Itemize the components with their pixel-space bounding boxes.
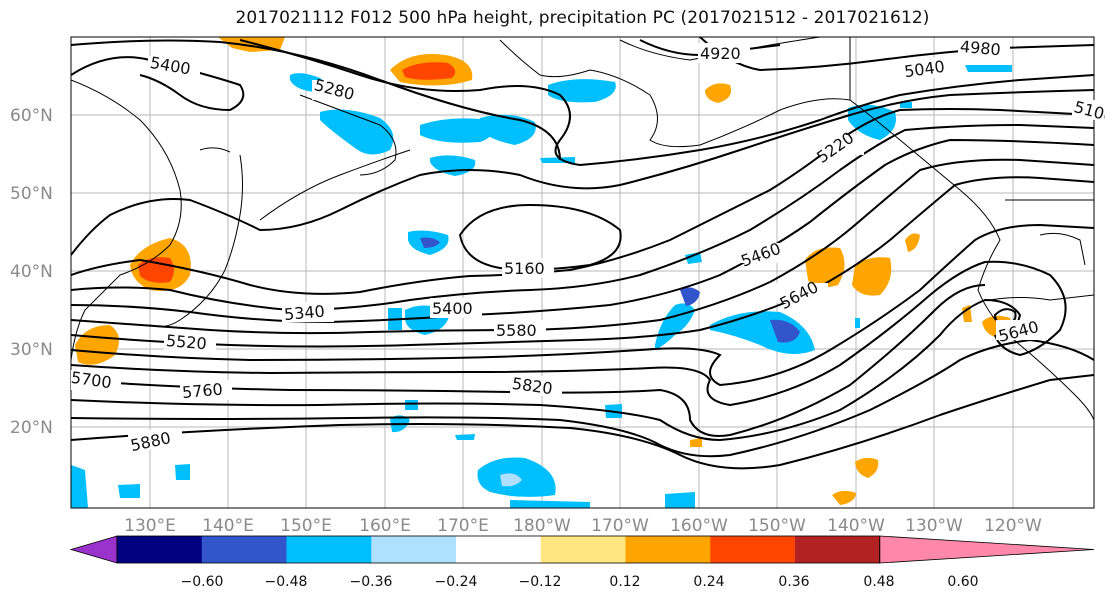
colorbar-tick-label: −0.36	[350, 574, 393, 590]
colorbar-tick-label: −0.24	[435, 574, 478, 590]
contour-label: 5400	[432, 299, 473, 318]
colorbar-segment	[710, 536, 796, 563]
contour-label: 5160	[504, 259, 545, 278]
colorbar	[69, 535, 1095, 564]
colorbar-tick-label: 0.36	[778, 574, 809, 590]
lon-label: 120°W	[984, 516, 1042, 536]
colorbar-segment	[286, 536, 372, 563]
colorbar-tick-label: −0.48	[265, 574, 308, 590]
lon-label: 150°E	[280, 516, 332, 536]
colorbar-segment	[201, 536, 287, 563]
colorbar-segment	[456, 536, 542, 563]
colorbar-segment	[540, 536, 626, 563]
latitude-labels: 60°N 50°N 40°N 30°N 20°N	[10, 106, 53, 438]
colorbar-segment	[795, 536, 881, 563]
lon-label: 140°E	[202, 516, 254, 536]
colorbar-outline	[116, 535, 881, 564]
lon-label: 150°W	[748, 516, 806, 536]
colorbar-segment	[625, 536, 711, 563]
lon-label: 170°E	[437, 516, 489, 536]
colorbar-tick-label: −0.60	[181, 574, 224, 590]
lon-label: 130°E	[124, 516, 176, 536]
lon-label: 140°W	[827, 516, 885, 536]
colorbar-segment	[371, 536, 457, 563]
lat-label: 40°N	[10, 262, 53, 282]
contour-label: 4920	[700, 44, 741, 63]
contour-label: 4980	[959, 37, 1001, 59]
contour-label: 5760	[181, 380, 223, 402]
lon-label: 130°W	[905, 516, 963, 536]
longitude-labels: 130°E 140°E 150°E 160°E 170°E 180°W 170°…	[124, 516, 1042, 536]
lon-label: 160°E	[359, 516, 411, 536]
lat-label: 20°N	[10, 418, 53, 438]
colorbar-tick-label: 0.24	[693, 574, 724, 590]
lon-label: 180°W	[513, 516, 571, 536]
contour-label: 5340	[283, 302, 325, 324]
lat-label: 50°N	[10, 184, 53, 204]
contour-labels: 5400 5280 4920 4980 5040 5220 5100 5160 …	[70, 37, 1105, 455]
lon-label: 160°W	[670, 516, 728, 536]
colorbar-labels: −0.60 −0.48 −0.36 −0.24 −0.12 0.12 0.24 …	[181, 574, 979, 590]
map-area	[71, 37, 1094, 508]
colorbar-tick-label: 0.12	[609, 574, 640, 590]
lat-label: 60°N	[10, 106, 53, 126]
colorbar-tick-label: 0.60	[947, 574, 978, 590]
contour-label: 5520	[165, 331, 207, 353]
colorbar-tick-label: −0.12	[519, 574, 562, 590]
colorbar-segment	[117, 536, 203, 563]
lon-label: 170°W	[591, 516, 649, 536]
colorbar-tick-label: 0.48	[863, 574, 894, 590]
lat-label: 30°N	[10, 340, 53, 360]
contour-label: 5580	[496, 321, 537, 340]
colorbar-extend-high	[879, 535, 1095, 564]
colorbar-extend-low	[69, 535, 118, 564]
precip-shading	[71, 37, 1012, 508]
map-title: 2017021112 F012 500 hPa height, precipit…	[235, 8, 930, 28]
map-frame	[70, 36, 1095, 509]
